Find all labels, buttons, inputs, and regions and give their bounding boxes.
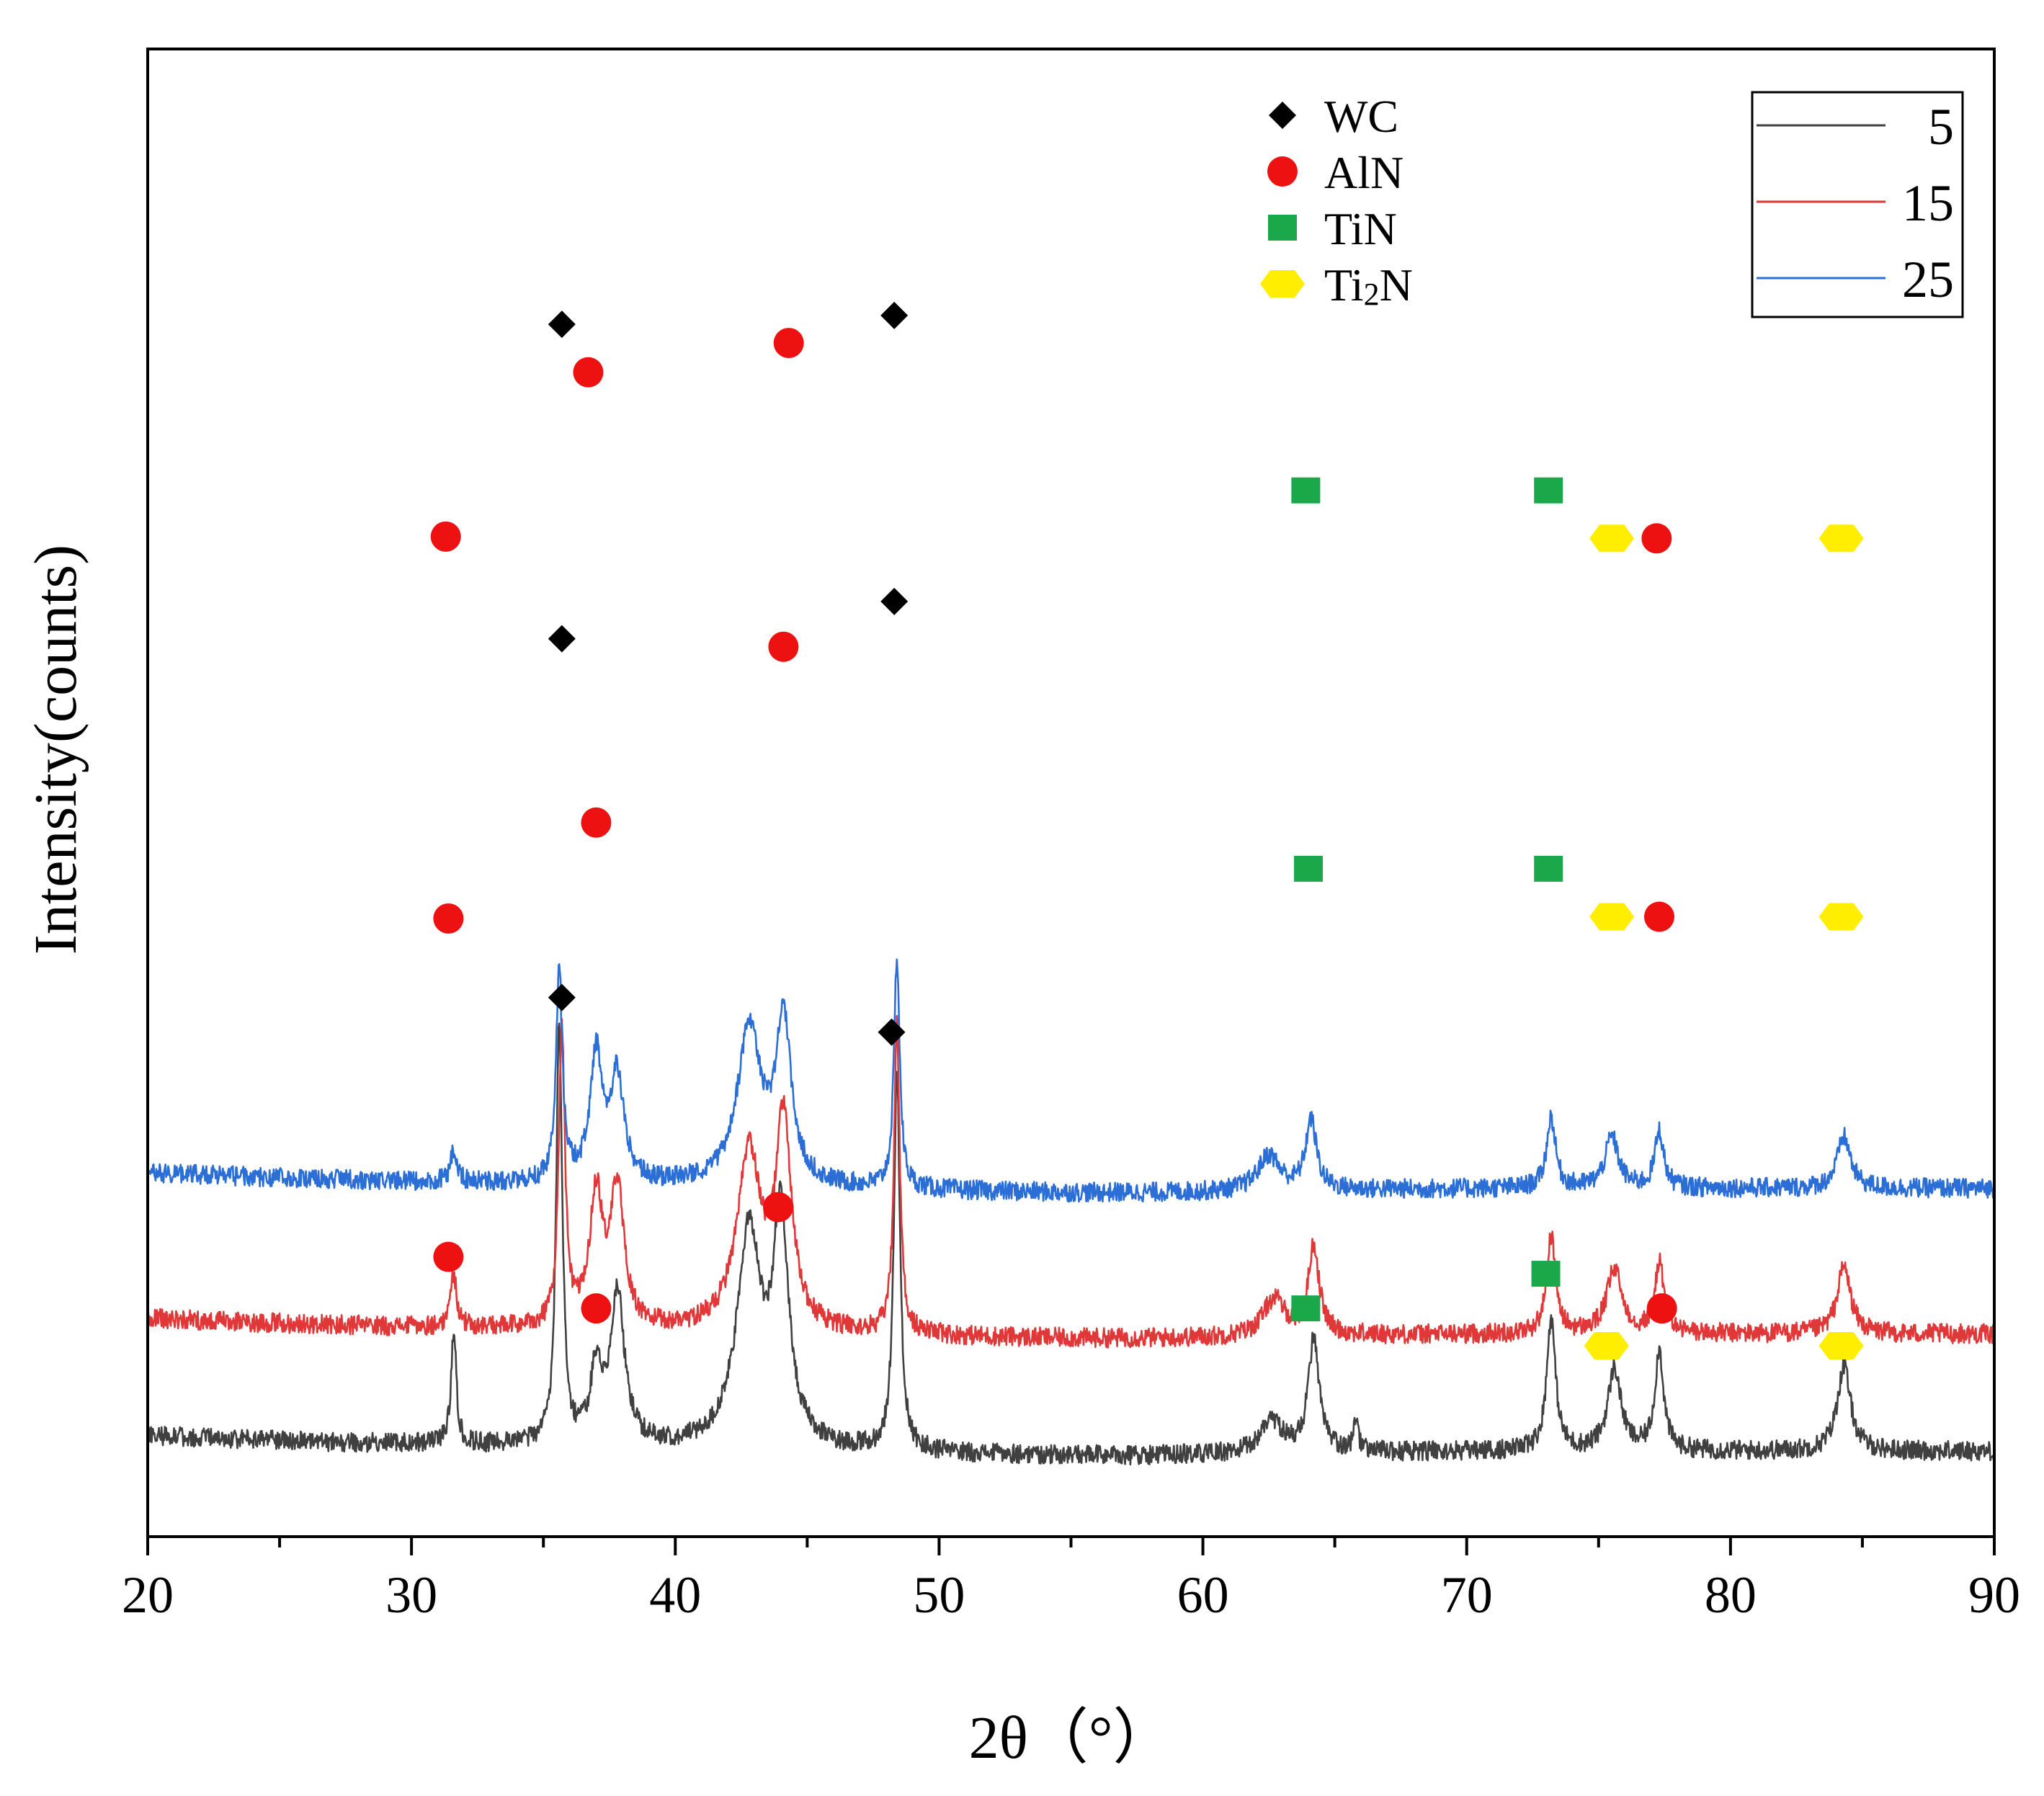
phase-legend-marker-hexagon [1260, 270, 1305, 298]
marker-circle-15 [1643, 901, 1674, 932]
series-line-25 [146, 958, 1996, 1203]
marker-hexagon-25 [1589, 524, 1635, 553]
marker-circle-25 [773, 328, 804, 359]
marker-circle-15 [433, 903, 464, 934]
series-layer [146, 958, 1996, 1466]
x-tick-label: 40 [649, 1566, 701, 1624]
marker-hexagon-15 [1818, 903, 1864, 931]
phase-legend-label: AlN [1324, 147, 1403, 198]
x-tick-label: 90 [1968, 1566, 2020, 1624]
marker-circle-5 [1646, 1293, 1677, 1324]
phase-legend-label: TiN [1324, 203, 1397, 254]
series-line-5 [146, 1022, 1996, 1466]
marker-circle-5 [763, 1192, 794, 1223]
marker-square-5 [1291, 1295, 1321, 1322]
series-legend-label: 15 [1902, 174, 1954, 232]
marker-hexagon-25 [1818, 524, 1864, 553]
x-tick-label: 80 [1705, 1566, 1757, 1624]
marker-hexagon-5 [1584, 1331, 1629, 1359]
marker-diamond-5 [878, 1018, 906, 1046]
marker-hexagon-15 [1589, 903, 1635, 931]
x-tick-label: 60 [1177, 1566, 1229, 1624]
series-legend: 5 15 25 [1751, 91, 1964, 318]
marker-diamond-25 [880, 301, 909, 329]
phase-legend-marker-diamond [1269, 102, 1296, 129]
marker-circle-15 [768, 631, 799, 662]
tick-layer: 20 30 40 50 60 70 80 90 [122, 1537, 2020, 1624]
marker-circle-15 [581, 807, 612, 838]
x-tick-label: 50 [913, 1566, 965, 1624]
marker-square-15 [1534, 855, 1563, 882]
series-legend-box [1751, 91, 1964, 318]
phase-legend-label: Ti2N [1324, 259, 1413, 312]
x-axis-title: 2θ（°） [969, 1705, 1174, 1772]
phase-label-main: WC [1324, 91, 1398, 142]
phase-label-main: Ti [1324, 259, 1364, 310]
marker-square-5 [1531, 1261, 1561, 1287]
marker-layer [430, 301, 1864, 1359]
series-line-15 [147, 1014, 1996, 1349]
marker-circle-5 [581, 1293, 612, 1324]
marker-square-15 [1294, 855, 1324, 882]
y-axis-title: Intensity(counts) [22, 545, 89, 955]
marker-circle-25 [573, 357, 604, 388]
marker-circle-5 [433, 1241, 464, 1272]
marker-hexagon-5 [1818, 1331, 1864, 1359]
x-tick-label: 20 [122, 1566, 174, 1624]
phase-label-sub: 2 [1364, 277, 1380, 312]
phase-legend-label: WC [1324, 91, 1398, 142]
phase-label-main: AlN [1324, 147, 1403, 198]
x-tick-label: 30 [385, 1566, 437, 1624]
marker-diamond-15 [548, 625, 576, 653]
marker-diamond-25 [548, 310, 576, 339]
series-legend-label: 25 [1902, 251, 1954, 308]
phase-legend-marker-circle [1267, 156, 1298, 187]
phase-label-tail: N [1380, 259, 1413, 310]
marker-diamond-5 [548, 983, 576, 1011]
marker-circle-25 [1641, 523, 1672, 554]
marker-square-25 [1534, 477, 1563, 504]
marker-diamond-15 [880, 587, 909, 615]
x-tick-label: 70 [1441, 1566, 1493, 1624]
series-legend-label: 5 [1928, 98, 1954, 156]
marker-circle-25 [430, 521, 461, 552]
marker-square-25 [1291, 477, 1321, 504]
phase-legend-marker-square [1268, 215, 1297, 241]
phase-label-main: TiN [1324, 203, 1397, 254]
